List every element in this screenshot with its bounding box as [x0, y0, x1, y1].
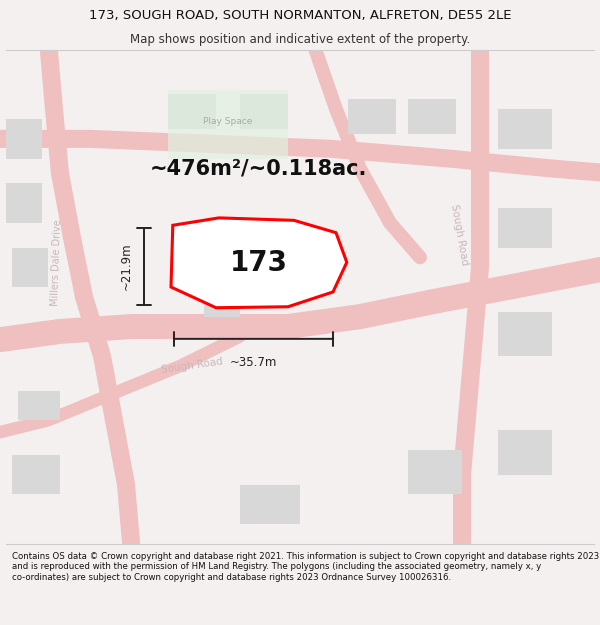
- Bar: [18, 391, 60, 420]
- Text: ~476m²/~0.118ac.: ~476m²/~0.118ac.: [149, 159, 367, 179]
- Bar: [348, 99, 396, 134]
- Bar: [498, 109, 552, 149]
- Bar: [168, 89, 288, 159]
- Bar: [12, 248, 48, 287]
- Polygon shape: [171, 218, 347, 308]
- Bar: [12, 455, 60, 494]
- Bar: [6, 119, 42, 159]
- Text: Play Space: Play Space: [203, 117, 253, 126]
- Text: Map shows position and indicative extent of the property.: Map shows position and indicative extent…: [130, 32, 470, 46]
- Bar: [240, 484, 300, 524]
- Text: ~21.9m: ~21.9m: [119, 242, 133, 291]
- Text: 173: 173: [230, 249, 288, 278]
- Text: ~35.7m: ~35.7m: [230, 356, 277, 369]
- Text: Sough Road: Sough Road: [449, 204, 469, 267]
- Bar: [498, 312, 552, 356]
- Bar: [168, 94, 216, 129]
- Text: Millers Dale Drive: Millers Dale Drive: [50, 219, 64, 306]
- Bar: [498, 208, 552, 248]
- Bar: [498, 430, 552, 474]
- Bar: [6, 183, 42, 222]
- Bar: [408, 99, 456, 134]
- Text: 173, SOUGH ROAD, SOUTH NORMANTON, ALFRETON, DE55 2LE: 173, SOUGH ROAD, SOUTH NORMANTON, ALFRET…: [89, 9, 511, 22]
- Text: Sough Road: Sough Road: [161, 357, 223, 375]
- Bar: [240, 94, 288, 129]
- Bar: [408, 450, 462, 494]
- Bar: [204, 232, 240, 262]
- Bar: [204, 277, 240, 317]
- Text: Contains OS data © Crown copyright and database right 2021. This information is : Contains OS data © Crown copyright and d…: [12, 552, 599, 582]
